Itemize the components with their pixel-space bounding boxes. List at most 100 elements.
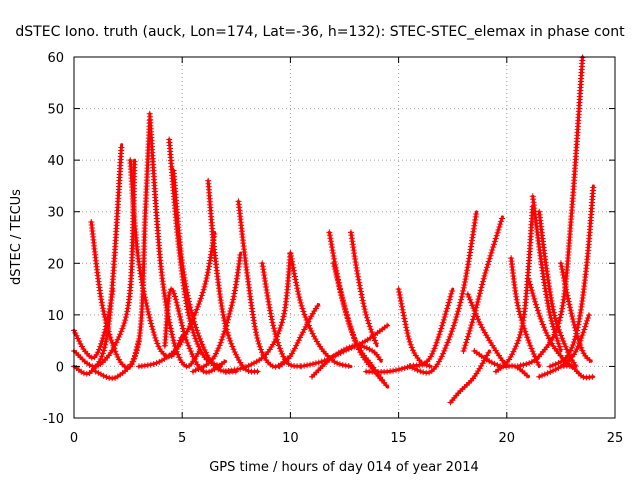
y-axis-label: dSTEC / TECUs bbox=[9, 189, 24, 285]
data-point bbox=[304, 362, 311, 369]
data-point bbox=[330, 260, 337, 267]
data-point bbox=[530, 293, 537, 300]
data-point bbox=[560, 274, 567, 281]
data-point bbox=[191, 312, 198, 319]
data-point bbox=[203, 275, 210, 282]
data-point bbox=[219, 308, 226, 315]
data-point bbox=[466, 327, 473, 334]
data-point bbox=[560, 338, 567, 345]
data-point bbox=[444, 305, 451, 312]
data-point bbox=[97, 343, 104, 350]
data-point bbox=[497, 221, 504, 228]
data-point bbox=[477, 321, 484, 328]
data-point bbox=[297, 299, 304, 306]
data-point bbox=[549, 362, 556, 369]
data-point bbox=[297, 334, 304, 341]
data-point bbox=[326, 232, 333, 239]
data-point bbox=[100, 347, 107, 354]
data-point bbox=[454, 311, 461, 318]
data-point bbox=[276, 327, 283, 334]
data-point bbox=[526, 278, 533, 285]
data-point bbox=[257, 346, 264, 353]
data-point bbox=[215, 345, 222, 352]
data-point bbox=[482, 269, 489, 276]
data-point bbox=[202, 278, 209, 285]
data-point bbox=[224, 319, 231, 326]
data-point bbox=[560, 272, 567, 279]
data-point bbox=[227, 308, 234, 315]
data-point bbox=[440, 350, 447, 357]
data-point bbox=[448, 290, 455, 297]
data-point bbox=[156, 358, 163, 365]
data-point bbox=[339, 362, 346, 369]
data-point bbox=[511, 345, 518, 352]
data-point bbox=[296, 297, 303, 303]
data-point bbox=[193, 306, 200, 313]
data-point bbox=[199, 341, 206, 348]
data-point bbox=[446, 333, 453, 340]
data-point bbox=[586, 356, 593, 363]
data-point bbox=[537, 315, 544, 322]
data-point bbox=[131, 353, 138, 360]
data-point bbox=[464, 333, 471, 340]
data-point bbox=[131, 158, 138, 165]
data-point bbox=[318, 358, 325, 365]
data-point bbox=[214, 347, 221, 354]
data-point bbox=[76, 338, 83, 345]
data-point bbox=[289, 350, 296, 357]
data-point bbox=[102, 341, 109, 348]
data-point bbox=[221, 328, 228, 335]
data-point bbox=[572, 333, 579, 340]
data-point bbox=[93, 351, 100, 358]
data-point bbox=[245, 368, 252, 375]
data-point bbox=[190, 353, 197, 360]
data-point bbox=[92, 363, 99, 370]
data-point bbox=[349, 329, 356, 336]
data-point bbox=[484, 261, 491, 268]
data-point bbox=[299, 329, 306, 336]
data-point bbox=[584, 317, 591, 324]
data-point bbox=[579, 332, 586, 339]
data-point bbox=[340, 301, 347, 308]
data-point bbox=[233, 351, 240, 358]
data-point bbox=[295, 291, 302, 298]
data-point bbox=[118, 328, 125, 335]
y-tick-label: 20 bbox=[47, 257, 64, 272]
data-point bbox=[308, 313, 315, 320]
data-point bbox=[528, 287, 535, 294]
data-point bbox=[486, 358, 493, 365]
data-point bbox=[551, 331, 558, 338]
data-point bbox=[188, 350, 195, 357]
data-point bbox=[527, 281, 534, 288]
data-point bbox=[134, 344, 141, 351]
data-point bbox=[268, 313, 275, 320]
data-point bbox=[475, 296, 482, 303]
data-point bbox=[198, 364, 205, 371]
data-point bbox=[118, 144, 125, 151]
data-point bbox=[483, 267, 490, 274]
data-point bbox=[182, 280, 189, 287]
data-point bbox=[147, 361, 154, 368]
data-point bbox=[223, 322, 230, 329]
data-point bbox=[185, 342, 192, 349]
data-point bbox=[301, 326, 308, 333]
data-point bbox=[168, 328, 175, 335]
data-point bbox=[330, 252, 337, 259]
data-point bbox=[408, 344, 415, 351]
data-point bbox=[98, 296, 105, 303]
data-point bbox=[256, 343, 263, 350]
data-point bbox=[463, 339, 470, 346]
data-point bbox=[183, 286, 190, 293]
series-layer bbox=[71, 54, 597, 406]
data-point bbox=[291, 273, 298, 280]
data-point bbox=[220, 331, 227, 338]
data-point bbox=[187, 320, 194, 327]
data-point bbox=[167, 325, 174, 332]
data-point bbox=[557, 314, 564, 321]
data-point bbox=[293, 279, 300, 286]
data-point bbox=[182, 283, 189, 290]
data-point bbox=[575, 318, 582, 325]
data-point bbox=[97, 371, 104, 378]
data-point bbox=[266, 301, 273, 308]
data-point bbox=[354, 270, 361, 277]
